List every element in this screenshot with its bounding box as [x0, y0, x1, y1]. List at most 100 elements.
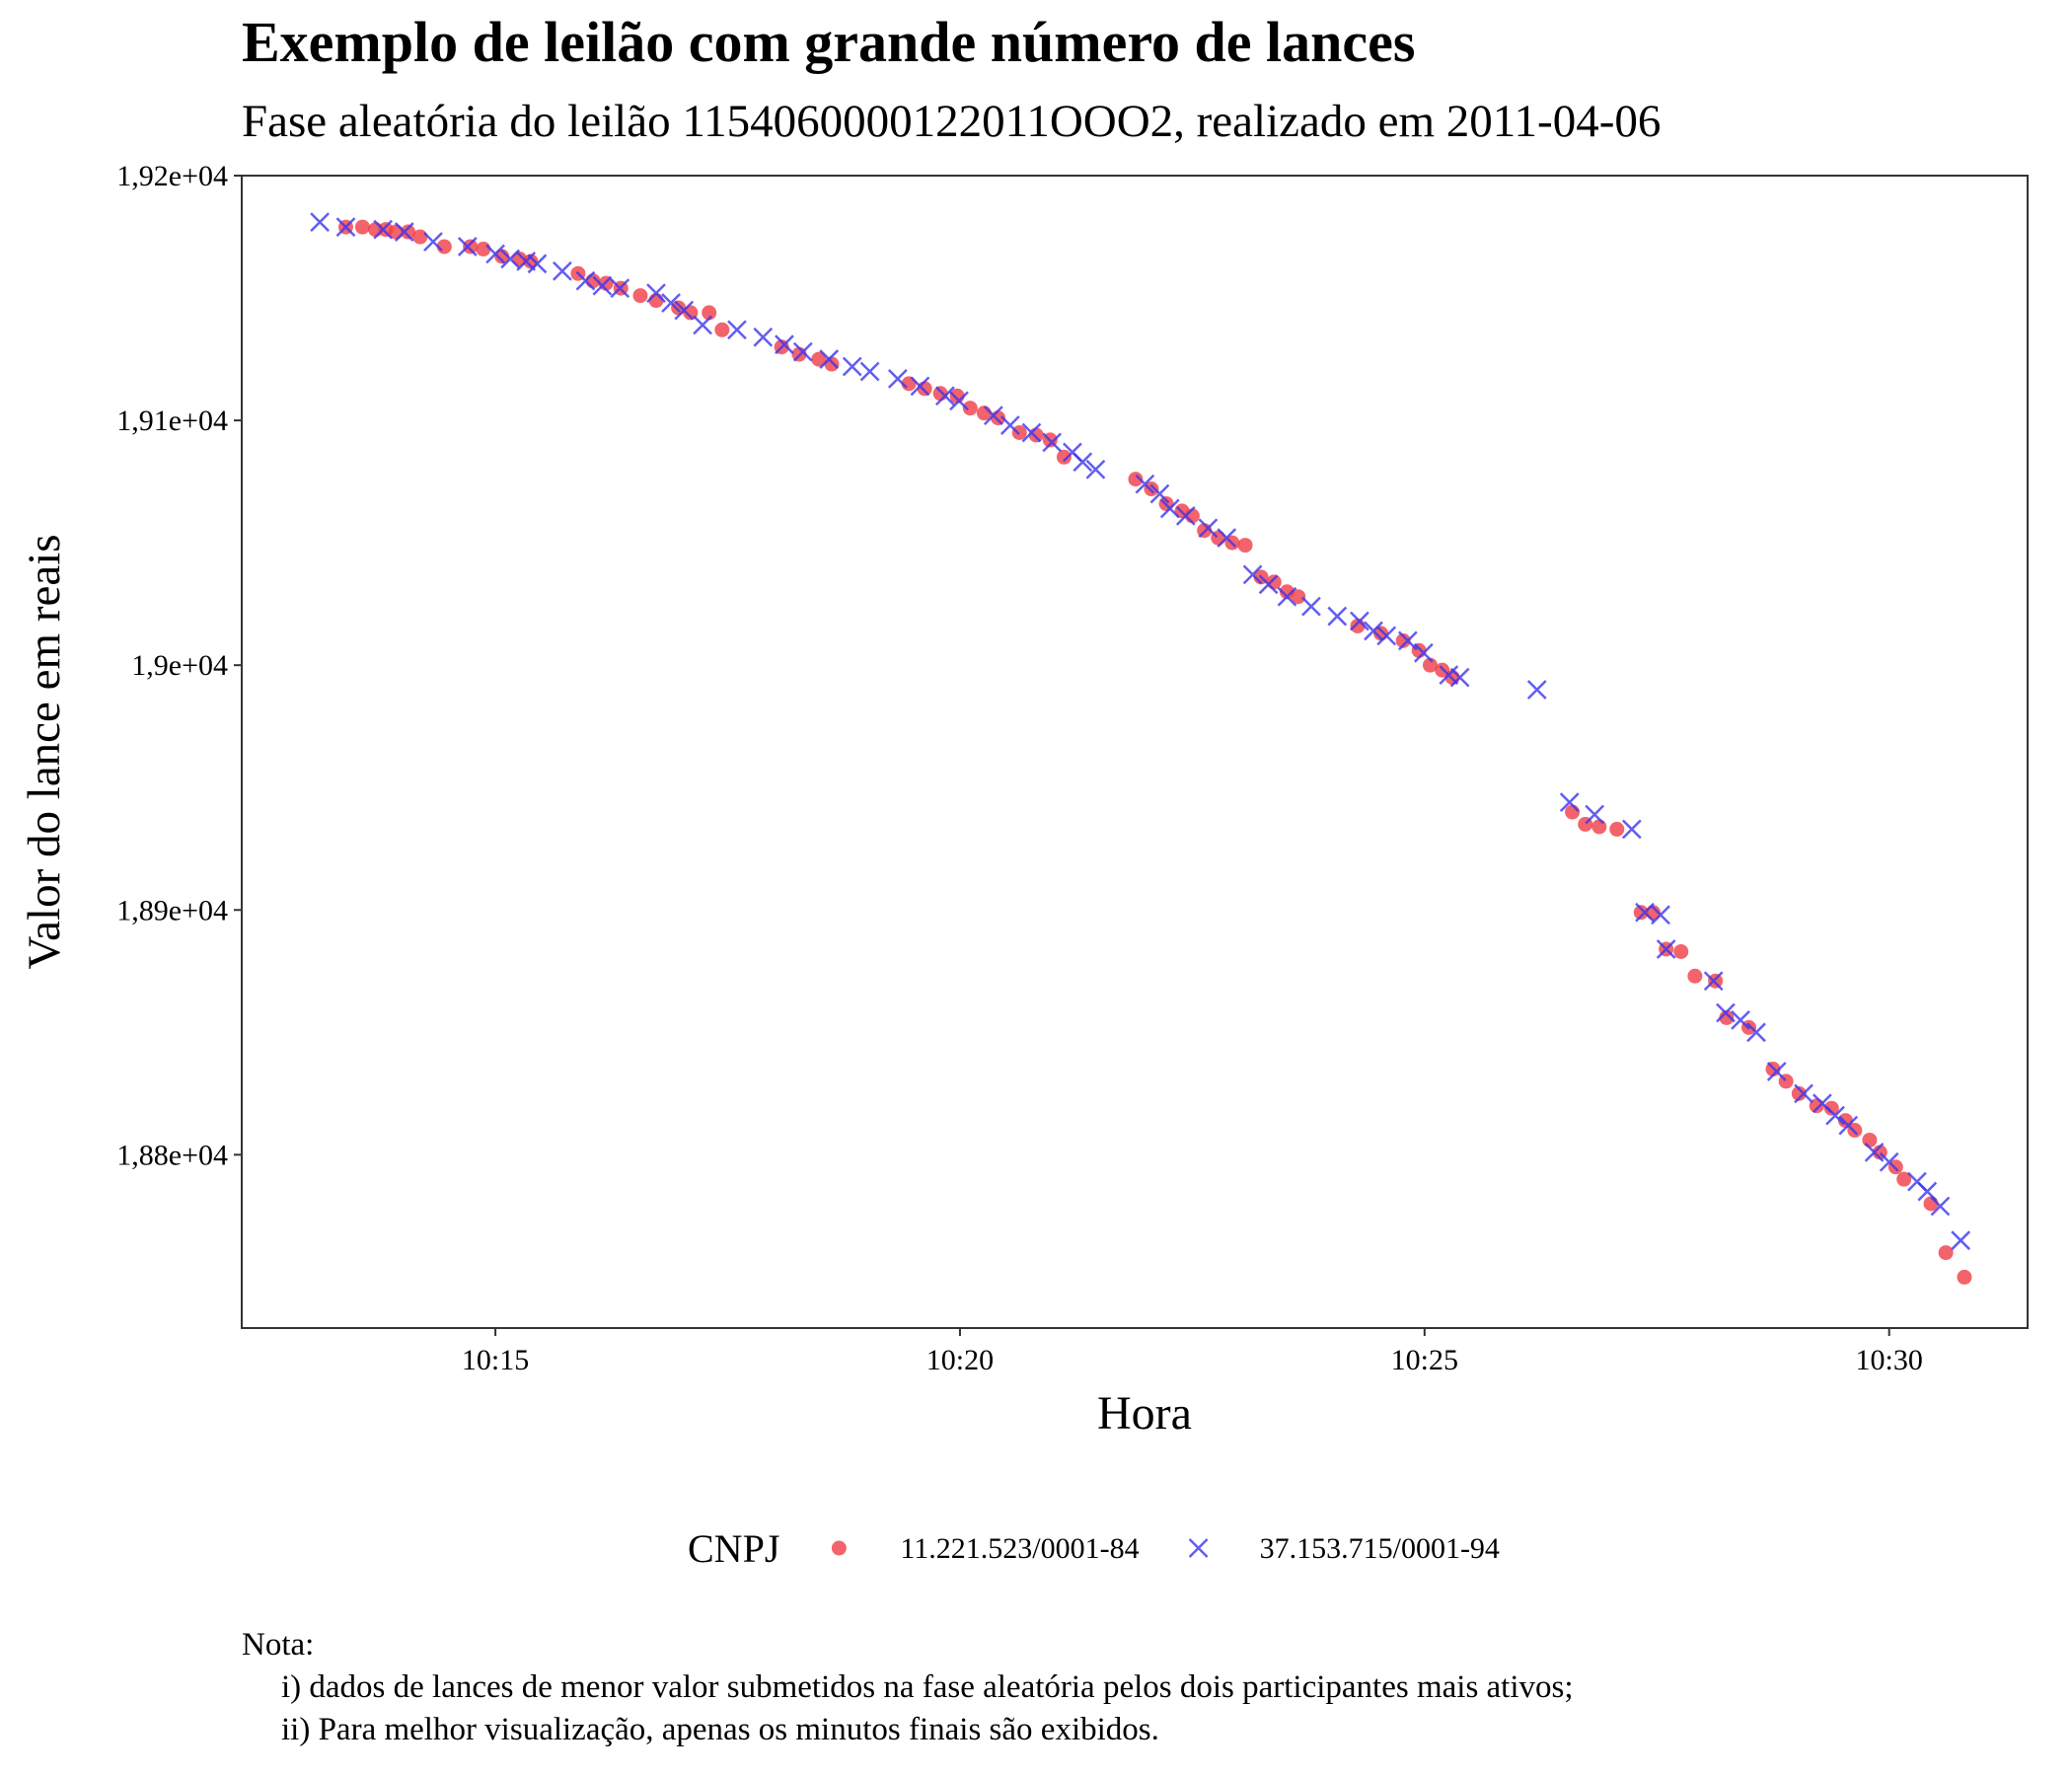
- point: [1559, 792, 1580, 812]
- point: [917, 381, 932, 397]
- point: [702, 305, 717, 321]
- point: [1708, 973, 1724, 989]
- point: [1565, 804, 1581, 820]
- legend-label: 37.153.715/0001-94: [1260, 1532, 1500, 1565]
- point: [394, 222, 414, 242]
- point: [1794, 1083, 1813, 1104]
- y-tick-label: 1,88e+04: [116, 1139, 228, 1171]
- point: [910, 376, 930, 397]
- point: [1198, 518, 1219, 539]
- point: [1242, 564, 1263, 585]
- legend-title: CNPJ: [688, 1526, 779, 1571]
- note: Nota:: [242, 1627, 314, 1663]
- point: [1703, 971, 1724, 992]
- point: [423, 232, 443, 252]
- point: [811, 351, 827, 367]
- legend-marker: [831, 1540, 847, 1556]
- point: [1673, 943, 1689, 959]
- plot-panel: [241, 175, 2029, 1329]
- point: [463, 239, 479, 255]
- point: [1085, 459, 1106, 480]
- y-axis-label: Valor do lance em reais: [19, 534, 70, 969]
- point: [1823, 1100, 1839, 1116]
- point: [646, 283, 666, 303]
- point: [1957, 1269, 1972, 1285]
- point: [1279, 584, 1295, 600]
- point: [661, 293, 681, 313]
- y-tick-label: 1,89e+04: [116, 894, 228, 926]
- point: [1621, 819, 1642, 840]
- point: [1056, 449, 1072, 465]
- point: [999, 415, 1020, 435]
- point: [824, 356, 840, 372]
- point: [674, 300, 695, 321]
- point: [1258, 574, 1279, 595]
- point: [1217, 528, 1237, 549]
- x-tick-label: 10:15: [462, 1344, 529, 1376]
- x-axis-label: Hora: [1097, 1387, 1192, 1440]
- point: [949, 391, 969, 411]
- chart-subtitle: Fase aleatória do leilão 115406000012201…: [242, 96, 1661, 147]
- point: [1413, 642, 1434, 663]
- point: [1395, 632, 1411, 648]
- point: [592, 275, 613, 296]
- point: [1635, 902, 1655, 923]
- point: [1422, 657, 1438, 673]
- point: [753, 327, 774, 347]
- point: [575, 270, 596, 291]
- point: [648, 293, 664, 309]
- point: [1766, 1062, 1787, 1081]
- point: [1791, 1085, 1807, 1101]
- point: [859, 361, 880, 382]
- point: [1149, 483, 1170, 504]
- point: [527, 254, 548, 274]
- point: [775, 334, 794, 355]
- point: [1439, 665, 1459, 685]
- point: [354, 219, 370, 235]
- point: [1327, 606, 1348, 627]
- point: [1350, 611, 1369, 631]
- point: [1731, 1010, 1750, 1030]
- legend-marker: [1188, 1538, 1209, 1558]
- point: [1862, 1132, 1878, 1147]
- point: [500, 249, 521, 269]
- point: [1951, 1230, 1971, 1251]
- point: [1376, 626, 1397, 646]
- point: [1237, 538, 1253, 554]
- chart-title: Exemplo de leilão com grande número de l…: [242, 10, 1415, 74]
- point: [1651, 905, 1670, 925]
- note: ii) Para melhor visualização, apenas os …: [281, 1712, 1159, 1747]
- point: [632, 288, 648, 304]
- point: [1301, 596, 1321, 617]
- point: [1838, 1115, 1859, 1136]
- point: [1277, 586, 1297, 607]
- point: [1526, 680, 1547, 700]
- point: [1159, 498, 1180, 519]
- y-tick-label: 1,9e+04: [131, 649, 228, 682]
- point: [1042, 432, 1063, 453]
- point: [842, 356, 862, 377]
- point: [1930, 1196, 1951, 1217]
- point: [932, 386, 948, 402]
- point: [1449, 667, 1470, 688]
- point: [1716, 1002, 1736, 1023]
- point: [727, 320, 747, 340]
- point: [1028, 427, 1044, 443]
- point: [412, 229, 428, 245]
- point: [401, 224, 416, 240]
- point: [476, 241, 491, 257]
- point: [373, 219, 394, 240]
- point: [1591, 819, 1607, 835]
- point: [1011, 424, 1027, 440]
- point: [1609, 821, 1625, 837]
- point: [1128, 472, 1144, 487]
- legend-label: 11.221.523/0001-84: [900, 1532, 1139, 1565]
- point: [693, 315, 712, 335]
- x-tick-label: 10:25: [1391, 1344, 1458, 1376]
- point: [1364, 621, 1383, 641]
- point: [714, 322, 730, 337]
- point: [610, 278, 630, 299]
- point: [553, 260, 572, 281]
- point: [335, 217, 356, 237]
